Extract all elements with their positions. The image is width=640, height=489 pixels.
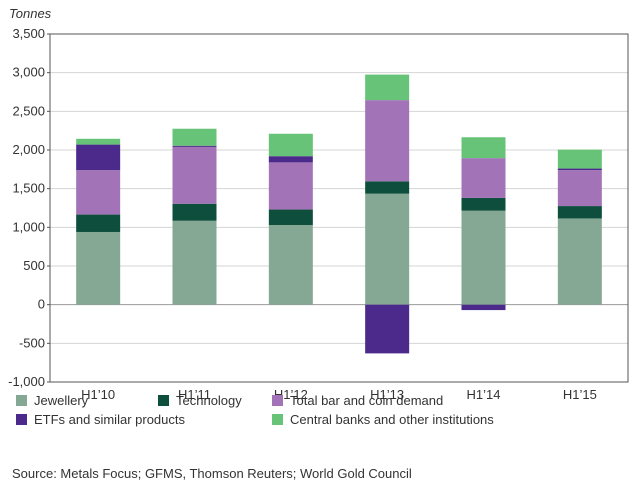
x-tick-label: H1’14 <box>467 387 501 402</box>
bar-segment <box>76 214 121 232</box>
y-axis-unit-label: Tonnes <box>9 6 52 21</box>
bar-segment <box>365 304 410 354</box>
bar-segment <box>461 210 506 305</box>
y-tick-label: 3,500 <box>12 26 45 41</box>
bar-segment <box>557 206 602 219</box>
bar-segment <box>172 146 217 204</box>
legend-swatch-jewellery <box>16 395 27 406</box>
x-axis-ticks: H1’10 H1’11 H1’12 H1’13 H1’14 H1’15 <box>81 387 597 402</box>
legend-label-central-banks: Central banks and other institutions <box>290 412 494 427</box>
legend-label-bar-and-coin: Total bar and coin demand <box>290 393 444 408</box>
legend-label-jewellery: Jewellery <box>34 393 89 408</box>
legend-swatch-technology <box>158 395 169 406</box>
legend: Jewellery Technology Total bar and coin … <box>16 391 616 453</box>
bar-segment <box>557 168 602 171</box>
grid-lines <box>50 33 628 383</box>
x-tick-label: H1’15 <box>563 387 597 402</box>
bars <box>76 74 602 354</box>
bar-segment <box>557 218 602 305</box>
y-tick-label: 1,500 <box>12 181 45 196</box>
bar-segment <box>365 193 410 305</box>
legend-item-jewellery: Jewellery <box>16 393 88 408</box>
y-tick-label: 0 <box>38 297 45 312</box>
bar-segment <box>268 133 313 157</box>
bar-segment <box>268 225 313 305</box>
bar-segment <box>172 145 217 147</box>
bar-segment <box>76 138 121 145</box>
bar-segment <box>365 74 410 101</box>
bar-segment <box>365 181 410 194</box>
y-tick-label: 2,000 <box>12 142 45 157</box>
y-tick-label: 1,000 <box>12 219 45 234</box>
bar-segment <box>172 203 217 221</box>
legend-item-central-banks: Central banks and other institutions <box>272 412 494 427</box>
bar-segment <box>172 128 217 146</box>
source-note: Source: Metals Focus; GFMS, Thomson Reut… <box>12 466 412 481</box>
bar-segment <box>76 144 121 171</box>
bar-segment <box>557 170 602 207</box>
y-tick-label: 2,500 <box>12 103 45 118</box>
y-tick-label: -1,000 <box>8 374 45 389</box>
bar-segment <box>268 162 313 210</box>
y-tick-label: -500 <box>19 335 45 350</box>
legend-item-bar-and-coin: Total bar and coin demand <box>272 393 443 408</box>
bar-segment <box>268 156 313 163</box>
bar-segment <box>268 209 313 226</box>
bar-segment <box>461 158 506 198</box>
x-tick-label: H1’10 <box>81 387 115 402</box>
bar-segment <box>557 149 602 169</box>
y-axis-ticks: 3,500 3,000 2,500 2,000 1,500 1,000 500 0 -500 -1… <box>8 26 50 389</box>
legend-label-technology: Technology <box>176 393 242 408</box>
bar-segment <box>76 231 121 305</box>
y-tick-label: 3,000 <box>12 65 45 80</box>
bar-segment <box>461 137 506 159</box>
bar-segment <box>365 100 410 182</box>
legend-swatch-central-banks <box>272 414 283 425</box>
legend-item-etfs: ETFs and similar products <box>16 412 185 427</box>
bar-segment <box>76 170 121 215</box>
legend-label-etfs: ETFs and similar products <box>34 412 185 427</box>
y-tick-label: 500 <box>23 258 45 273</box>
legend-swatch-etfs <box>16 414 27 425</box>
x-tick-label: H1’13 <box>370 387 404 402</box>
x-tick-label: H1’11 <box>178 387 211 402</box>
bar-segment <box>461 197 506 211</box>
legend-swatch-bar-and-coin <box>272 395 283 406</box>
bar-segment <box>172 220 217 305</box>
bar-segment <box>461 304 506 311</box>
plot-frame <box>49 33 629 383</box>
legend-item-technology: Technology <box>158 393 242 408</box>
